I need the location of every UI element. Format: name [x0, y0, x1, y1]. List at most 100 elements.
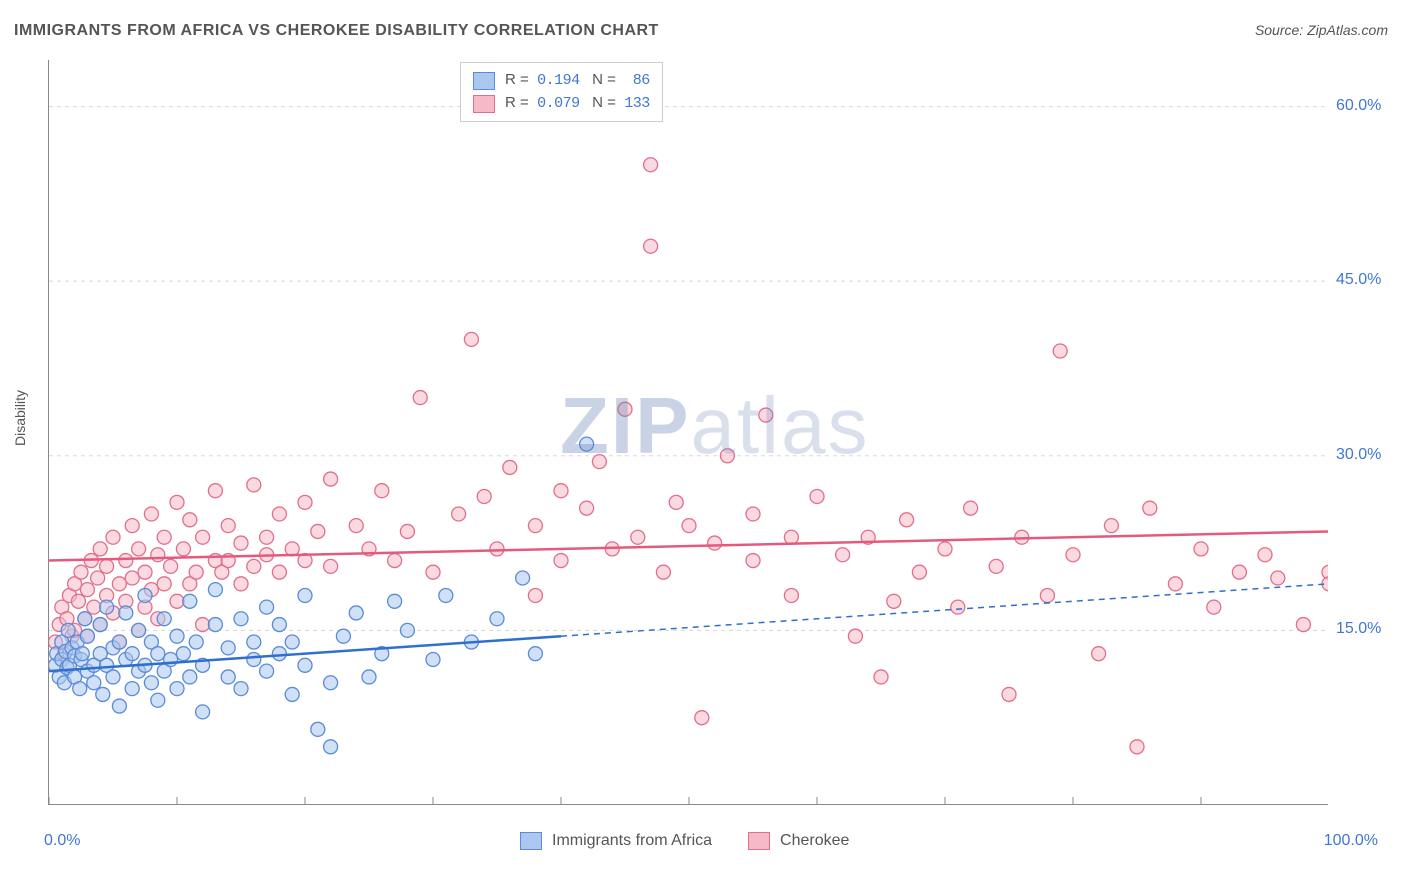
africa-point: [272, 618, 286, 632]
africa-point: [311, 722, 325, 736]
cherokee-point: [151, 548, 165, 562]
cherokee-point: [528, 519, 542, 533]
africa-point: [100, 600, 114, 614]
africa-point: [119, 606, 133, 620]
cherokee-point: [196, 618, 210, 632]
x-axis-min-label: 0.0%: [44, 832, 80, 850]
cherokee-point: [80, 583, 94, 597]
cherokee-point: [784, 588, 798, 602]
cherokee-point: [900, 513, 914, 527]
africa-point: [112, 699, 126, 713]
africa-point: [183, 670, 197, 684]
africa-point: [196, 705, 210, 719]
africa-point: [400, 623, 414, 637]
cherokee-point: [413, 391, 427, 405]
cherokee-point: [157, 577, 171, 591]
africa-point: [516, 571, 530, 585]
cherokee-point: [618, 402, 632, 416]
cherokee-point: [464, 332, 478, 346]
africa-point: [285, 635, 299, 649]
cherokee-point: [1002, 687, 1016, 701]
y-axis-label: Disability: [12, 390, 28, 446]
africa-point: [138, 588, 152, 602]
cherokee-point: [125, 571, 139, 585]
africa-point: [208, 618, 222, 632]
africa-point: [324, 740, 338, 754]
cherokee-point: [170, 594, 184, 608]
cherokee-point: [71, 594, 85, 608]
africa-point: [272, 647, 286, 661]
cherokee-point: [157, 530, 171, 544]
cherokee-point: [87, 600, 101, 614]
africa-point: [528, 647, 542, 661]
cherokee-point: [1232, 565, 1246, 579]
africa-point: [426, 652, 440, 666]
cherokee-point: [759, 408, 773, 422]
africa-point: [170, 682, 184, 696]
cherokee-point: [669, 495, 683, 509]
africa-point: [80, 629, 94, 643]
africa-point: [247, 635, 261, 649]
africa-point: [93, 618, 107, 632]
cherokee-point: [592, 455, 606, 469]
africa-point: [221, 670, 235, 684]
cherokee-point: [189, 565, 203, 579]
cherokee-point: [848, 629, 862, 643]
africa-point: [336, 629, 350, 643]
africa-point: [208, 583, 222, 597]
cherokee-point: [452, 507, 466, 521]
africa-point: [157, 612, 171, 626]
cherokee-point: [324, 559, 338, 573]
africa-point: [580, 437, 594, 451]
africa-point: [96, 687, 110, 701]
cherokee-point: [1296, 618, 1310, 632]
cherokee-point: [324, 472, 338, 486]
africa-point: [125, 647, 139, 661]
y-tick-label: 45.0%: [1336, 271, 1381, 289]
cherokee-point: [119, 554, 133, 568]
africa-point: [285, 687, 299, 701]
africa-point: [112, 635, 126, 649]
cherokee-point: [874, 670, 888, 684]
cherokee-point: [554, 554, 568, 568]
cherokee-point: [375, 484, 389, 498]
africa-point: [189, 635, 203, 649]
cherokee-point: [106, 530, 120, 544]
cherokee-point: [298, 495, 312, 509]
africa-point: [151, 647, 165, 661]
africa-point: [260, 664, 274, 678]
y-tick-label: 30.0%: [1336, 446, 1381, 464]
cherokee-point: [221, 519, 235, 533]
cherokee-point: [138, 565, 152, 579]
africa-point: [221, 641, 235, 655]
cherokee-point: [100, 559, 114, 573]
y-tick-label: 60.0%: [1336, 97, 1381, 115]
cherokee-point: [912, 565, 926, 579]
cherokee-point: [388, 554, 402, 568]
africa-point: [87, 676, 101, 690]
cherokee-point: [964, 501, 978, 515]
cherokee-point: [682, 519, 696, 533]
cherokee-point: [1092, 647, 1106, 661]
legend-swatch-cherokee: [473, 95, 495, 113]
correlation-legend: R = 0.194 N = 86R = 0.079 N = 133: [460, 62, 663, 122]
cherokee-point: [196, 530, 210, 544]
africa-point: [132, 623, 146, 637]
africa-point: [106, 670, 120, 684]
africa-point: [349, 606, 363, 620]
africa-point: [73, 682, 87, 696]
cherokee-point: [260, 530, 274, 544]
scatter-plot: [48, 60, 1328, 805]
source-prefix: Source:: [1255, 22, 1307, 38]
cherokee-point: [1143, 501, 1157, 515]
legend-label-cherokee: Cherokee: [780, 832, 849, 850]
cherokee-point: [938, 542, 952, 556]
africa-point: [260, 600, 274, 614]
cherokee-point: [91, 571, 105, 585]
cherokee-point: [695, 711, 709, 725]
cherokee-point: [554, 484, 568, 498]
cherokee-point: [311, 524, 325, 538]
africa-point: [144, 676, 158, 690]
legend-item-africa: Immigrants from Africa: [520, 832, 712, 850]
cherokee-point: [234, 536, 248, 550]
